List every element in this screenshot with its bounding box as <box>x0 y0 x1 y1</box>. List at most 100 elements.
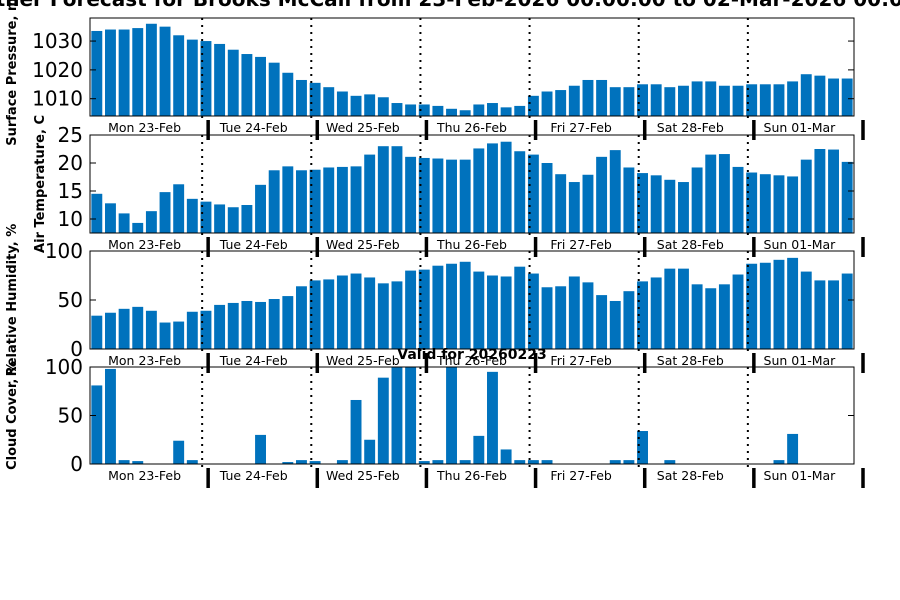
cloud-bar <box>664 460 676 464</box>
pressure-bar <box>541 91 553 116</box>
pressure-bar <box>596 79 608 116</box>
humidity-bar <box>350 273 362 349</box>
temperature-bar <box>691 167 703 233</box>
temperature-ytick-label: 10 <box>58 207 83 231</box>
cloud-bar <box>473 435 485 464</box>
temperature-bar <box>746 172 758 233</box>
humidity-bar <box>541 287 553 349</box>
pressure-bar <box>841 78 853 116</box>
humidity-bar <box>186 311 198 349</box>
cloud-bar <box>309 461 321 464</box>
humidity-bar <box>432 265 444 349</box>
humidity-day-label: Sun 01-Mar <box>764 353 837 368</box>
humidity-bar <box>582 282 594 349</box>
pressure-bar <box>459 110 471 116</box>
temperature-bar <box>432 158 444 233</box>
pressure-bar <box>828 78 839 116</box>
pressure-bar <box>773 84 785 116</box>
pressure-bar <box>746 84 758 116</box>
pressure-bar <box>514 105 526 116</box>
temperature-bar <box>446 159 457 233</box>
temperature-bar <box>323 167 335 233</box>
temperature-bar <box>377 146 389 233</box>
temperature-bar <box>527 154 539 233</box>
temperature-bar <box>336 166 348 233</box>
humidity-bar <box>459 261 471 349</box>
temperature-bar <box>514 151 526 233</box>
temperature-day-label: Tue 24-Feb <box>219 237 288 252</box>
humidity-bar <box>132 306 144 349</box>
cloud-bar <box>773 460 785 464</box>
pressure-bar <box>432 105 444 116</box>
pressure-bar <box>391 103 403 116</box>
pressure-day-label: Sun 01-Mar <box>764 120 837 135</box>
pressure-bar <box>186 39 198 117</box>
pressure-bar <box>159 26 171 116</box>
temperature-bar <box>678 182 689 233</box>
temperature-bar <box>309 169 321 233</box>
humidity-bar <box>514 266 526 349</box>
pressure-ytick-label: 1030 <box>32 29 83 53</box>
temperature-bar <box>800 159 812 233</box>
pressure-day-label: Tue 24-Feb <box>219 120 288 135</box>
cloud-bar <box>459 460 471 464</box>
cloud-bar <box>787 433 799 464</box>
humidity-bar <box>609 300 621 349</box>
pressure-bar <box>132 28 144 117</box>
temperature-day-label: Sat 28-Feb <box>657 237 724 252</box>
humidity-bar <box>118 308 130 349</box>
temperature-ytick-label: 20 <box>58 151 83 175</box>
temperature-bar <box>214 204 226 233</box>
humidity-bar <box>377 283 389 349</box>
cloud-bar <box>350 399 362 464</box>
humidity-bar <box>391 281 403 349</box>
cloud-bar <box>391 367 403 464</box>
temperature-bar <box>200 201 212 233</box>
humidity-bar <box>309 280 321 349</box>
humidity-bar <box>650 277 662 349</box>
humidity-bar <box>159 322 171 349</box>
humidity-ytick-label: 100 <box>45 239 83 263</box>
temperature-bar <box>623 167 635 233</box>
temperature-bar <box>787 176 799 233</box>
humidity-ytick-label: 0 <box>70 337 83 361</box>
pressure-bar <box>527 95 539 116</box>
pressure-bar <box>377 97 389 116</box>
humidity-bar <box>814 280 826 349</box>
humidity-bar <box>746 263 758 349</box>
pressure-bar <box>446 108 457 116</box>
temperature-day-label: Sun 01-Mar <box>764 237 837 252</box>
humidity-bar <box>255 301 266 349</box>
cloud-day-label: Sat 28-Feb <box>657 468 724 483</box>
cloud-panel-title: Valid for 20260223 <box>397 347 546 363</box>
pressure-bar <box>350 95 362 116</box>
cloud-ytick-label: 50 <box>58 404 83 428</box>
temperature-ylabel: Air Temperature, C <box>33 115 48 253</box>
cloud-bar <box>91 385 103 464</box>
cloud-bar <box>500 449 512 464</box>
humidity-bar <box>214 304 226 349</box>
humidity-day-label: Fri 27-Feb <box>550 353 611 368</box>
pressure-bar <box>418 104 430 116</box>
humidity-bar <box>637 281 648 349</box>
pressure-bar <box>814 75 826 116</box>
pressure-bar <box>255 56 266 116</box>
temperature-bar <box>841 161 853 233</box>
temperature-bar <box>282 166 294 233</box>
pressure-ytick-label: 1010 <box>32 87 83 111</box>
humidity-bar <box>418 269 430 349</box>
pressure-day-label: Mon 23-Feb <box>108 120 181 135</box>
pressure-day-label: Thu 26-Feb <box>436 120 507 135</box>
humidity-bar <box>732 274 744 349</box>
panel-temperature: 10 15 20 25 Mon 23-Feb Tue 24-Feb Wed 25-Feb Th… <box>33 115 865 257</box>
cloud-day-label: Tue 24-Feb <box>219 468 288 483</box>
pressure-bar <box>609 87 621 116</box>
cloud-day-label: Mon 23-Feb <box>108 468 181 483</box>
humidity-day-label: Thu 26-Feb <box>436 353 507 368</box>
temperature-bar <box>405 156 417 233</box>
cloud-bar <box>637 431 648 464</box>
humidity-day-label: Mon 23-Feb <box>108 353 181 368</box>
pressure-bar <box>145 23 157 116</box>
humidity-bar <box>555 286 567 349</box>
humidity-bar <box>759 262 771 349</box>
